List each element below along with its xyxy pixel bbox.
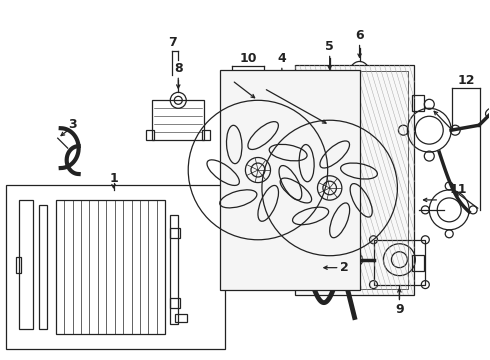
Bar	[171, 298, 180, 307]
Bar	[171, 215, 178, 324]
Bar	[373, 240, 425, 285]
Text: 11: 11	[449, 184, 466, 197]
Bar	[152, 100, 204, 140]
Bar	[202, 130, 210, 140]
Text: 3: 3	[68, 118, 77, 131]
Text: 5: 5	[325, 40, 334, 53]
Bar	[171, 228, 180, 238]
Bar	[16, 257, 21, 273]
Bar	[302, 84, 312, 111]
Bar	[413, 255, 424, 271]
Bar	[220, 71, 360, 289]
Bar	[39, 205, 47, 329]
Bar	[19, 200, 33, 329]
Text: 8: 8	[174, 62, 183, 75]
Text: 9: 9	[395, 303, 404, 316]
Text: 1: 1	[109, 171, 118, 185]
Text: 7: 7	[168, 36, 177, 49]
Text: 12: 12	[457, 74, 475, 87]
Bar	[301, 71, 408, 289]
Bar	[6, 185, 225, 349]
Text: 10: 10	[239, 52, 257, 65]
Bar	[295, 66, 415, 294]
Bar	[56, 200, 165, 334]
Text: 4: 4	[277, 52, 286, 65]
Text: 6: 6	[355, 29, 364, 42]
Bar	[147, 130, 154, 140]
Text: 2: 2	[340, 261, 349, 274]
Bar	[413, 95, 424, 111]
Bar	[175, 315, 187, 323]
